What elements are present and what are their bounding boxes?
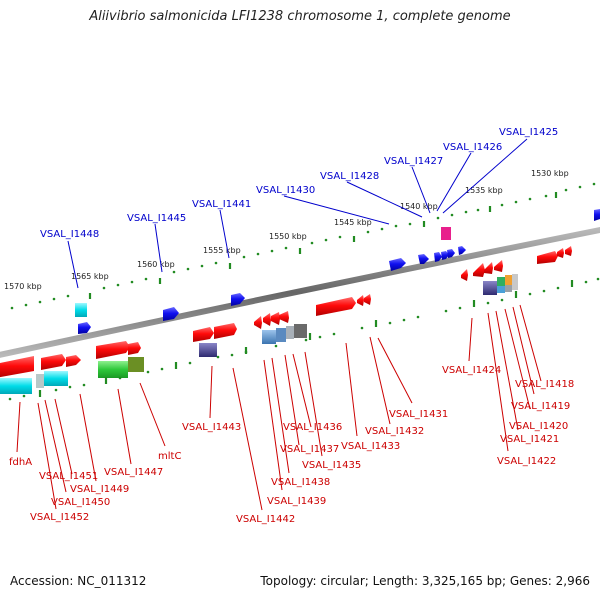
forward-scale-track [10,182,596,310]
gene-label-VSAL_I1435: VSAL_I1435 [302,460,361,471]
accession-text: Accession: NC_011312 [10,574,147,588]
map-title: Aliivibrio salmonicida LFI1238 chromosom… [89,9,511,24]
gene-label-VSAL_I1438: VSAL_I1438 [271,477,330,488]
gene-label-fdhA: fdhA [9,457,32,468]
scale-label-1545: 1545 kbp [334,218,372,227]
scale-label-1555: 1555 kbp [203,246,241,255]
scale-label-1540: 1540 kbp [400,202,438,211]
forward-scale-ticks [88,192,558,299]
gene-label-VSAL_I1420: VSAL_I1420 [509,421,568,432]
reverse-leader-lines [16,304,542,511]
forward-labels: VSAL_I1425 VSAL_I1426 VSAL_I1427 VSAL_I1… [40,127,558,240]
gene-label-VSAL_I1448: VSAL_I1448 [40,229,99,240]
topology-summary: Topology: circular; Length: 3,325,165 bp… [260,574,590,588]
gene-label-VSAL_I1443: VSAL_I1443 [182,422,241,433]
gene-label-VSAL_I1447: VSAL_I1447 [104,467,163,478]
gene-label-VSAL_I1433: VSAL_I1433 [341,441,400,452]
gene-label-VSAL_I1419: VSAL_I1419 [511,401,570,412]
reverse-labels: fdhA VSAL_I1452 VSAL_I1450 VSAL_I1451 VS… [9,365,574,525]
gene-label-VSAL_I1451: VSAL_I1451 [39,471,98,482]
gene-label-VSAL_I1445: VSAL_I1445 [127,213,186,224]
gene-label-VSAL_I1418: VSAL_I1418 [515,379,574,390]
scale-label-1565: 1565 kbp [71,272,109,281]
gene-label-VSAL_I1450: VSAL_I1450 [51,497,110,508]
reverse-scale-track [8,277,600,401]
scale-label-1560: 1560 kbp [137,260,175,269]
scale-label-1570: 1570 kbp [4,282,42,291]
scale-label-1530: 1530 kbp [531,169,569,178]
gene-label-VSAL_I1431: VSAL_I1431 [389,409,448,420]
forward-leader-lines [67,138,528,289]
gene-label-VSAL_I1430: VSAL_I1430 [256,185,315,196]
gene-label-VSAL_I1449: VSAL_I1449 [70,484,129,495]
gene-label-VSAL_I1452: VSAL_I1452 [30,512,89,523]
gene-label-VSAL_I1436: VSAL_I1436 [283,422,342,433]
gene-label-VSAL_I1421: VSAL_I1421 [500,434,559,445]
reverse-scale-ticks [38,280,574,397]
gene-label-VSAL_I1427: VSAL_I1427 [384,156,443,167]
gene-label-VSAL_I1441: VSAL_I1441 [192,199,251,210]
scale-label-1535: 1535 kbp [465,186,503,195]
gene-label-VSAL_I1432: VSAL_I1432 [365,426,424,437]
reverse-genes [0,246,572,378]
gene-label-VSAL_I1426: VSAL_I1426 [443,142,502,153]
scale-label-1550: 1550 kbp [269,232,307,241]
reverse-features [0,274,518,394]
forward-features [75,227,451,317]
gene-label-mltC: mltC [158,451,181,462]
gene-label-VSAL_I1424: VSAL_I1424 [442,365,501,376]
gene-label-VSAL_I1428: VSAL_I1428 [320,171,379,182]
gene-label-VSAL_I1439: VSAL_I1439 [267,496,326,507]
gene-label-VSAL_I1437: VSAL_I1437 [280,444,339,455]
outer-scale-labels: 1530 kbp 1535 kbp 1540 kbp 1545 kbp 1550… [4,169,569,291]
gene-label-VSAL_I1425: VSAL_I1425 [499,127,558,138]
gene-label-VSAL_I1442: VSAL_I1442 [236,514,295,525]
chromosome-backbone [0,226,600,358]
gene-label-VSAL_I1422: VSAL_I1422 [497,456,556,467]
forward-genes [78,209,600,334]
